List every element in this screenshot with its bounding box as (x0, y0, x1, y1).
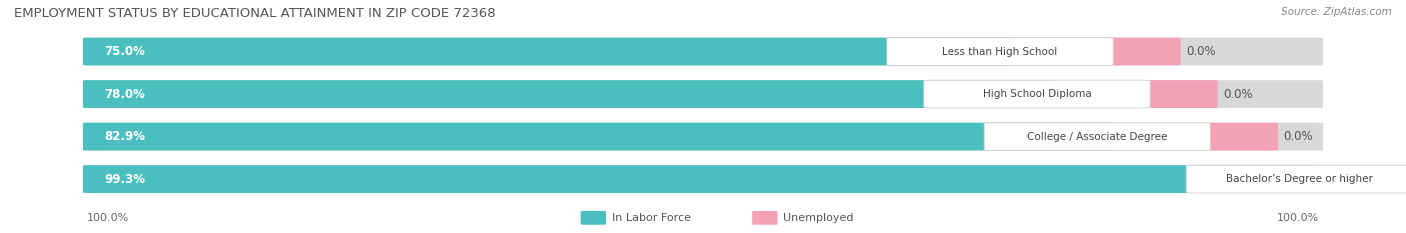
Text: 78.0%: 78.0% (104, 88, 145, 101)
FancyBboxPatch shape (1187, 165, 1406, 193)
Text: Less than High School: Less than High School (942, 47, 1057, 57)
FancyBboxPatch shape (581, 211, 606, 225)
FancyBboxPatch shape (83, 38, 1323, 65)
FancyBboxPatch shape (83, 165, 1323, 193)
Text: 99.3%: 99.3% (104, 173, 145, 186)
FancyBboxPatch shape (83, 123, 1112, 151)
Text: Source: ZipAtlas.com: Source: ZipAtlas.com (1281, 7, 1392, 17)
FancyBboxPatch shape (83, 123, 1323, 151)
Text: Unemployed: Unemployed (783, 213, 853, 223)
Text: 0.0%: 0.0% (1223, 88, 1253, 101)
Text: 100.0%: 100.0% (1277, 213, 1319, 223)
FancyBboxPatch shape (1206, 123, 1278, 151)
Text: 82.9%: 82.9% (104, 130, 145, 143)
FancyBboxPatch shape (924, 80, 1150, 108)
Text: 0.0%: 0.0% (1187, 45, 1216, 58)
FancyBboxPatch shape (887, 38, 1114, 65)
Text: 100.0%: 100.0% (87, 213, 129, 223)
FancyBboxPatch shape (83, 80, 1323, 108)
Text: Bachelor’s Degree or higher: Bachelor’s Degree or higher (1226, 174, 1372, 184)
FancyBboxPatch shape (1109, 38, 1181, 65)
FancyBboxPatch shape (752, 211, 778, 225)
Text: College / Associate Degree: College / Associate Degree (1028, 132, 1167, 142)
Text: 0.0%: 0.0% (1284, 130, 1313, 143)
FancyBboxPatch shape (83, 165, 1315, 193)
FancyBboxPatch shape (984, 123, 1211, 151)
FancyBboxPatch shape (83, 80, 1052, 108)
Text: High School Diploma: High School Diploma (983, 89, 1091, 99)
Text: In Labor Force: In Labor Force (612, 213, 690, 223)
Text: 75.0%: 75.0% (104, 45, 145, 58)
FancyBboxPatch shape (83, 38, 1015, 65)
FancyBboxPatch shape (1146, 80, 1218, 108)
Text: EMPLOYMENT STATUS BY EDUCATIONAL ATTAINMENT IN ZIP CODE 72368: EMPLOYMENT STATUS BY EDUCATIONAL ATTAINM… (14, 7, 496, 20)
